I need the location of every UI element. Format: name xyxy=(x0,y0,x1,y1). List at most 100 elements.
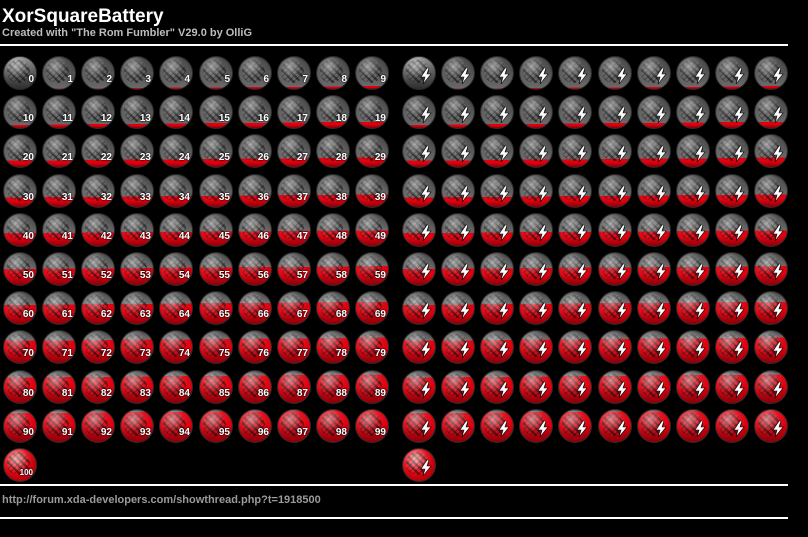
battery-level-number: 80 xyxy=(22,388,34,399)
battery-charging-icon xyxy=(519,252,553,286)
battery-level-number: 73 xyxy=(139,348,151,359)
battery-level-number: 29 xyxy=(374,152,386,163)
lightning-bolt-icon xyxy=(420,107,432,123)
battery-charging-icon xyxy=(519,213,553,247)
divider-middle xyxy=(0,484,788,486)
lightning-bolt-icon xyxy=(459,146,471,162)
battery-charging-icon xyxy=(598,252,632,286)
battery-level-number: 83 xyxy=(139,388,151,399)
battery-charging-icon xyxy=(441,174,475,208)
battery-level-number: 87 xyxy=(296,388,308,399)
battery-charging-icon xyxy=(637,95,671,129)
lightning-bolt-icon xyxy=(616,303,628,319)
battery-level-number: 20 xyxy=(22,152,34,163)
battery-level-icon: 46 xyxy=(238,213,272,247)
battery-charging-icon xyxy=(715,213,749,247)
lightning-bolt-icon xyxy=(616,107,628,123)
battery-level-icon: 27 xyxy=(277,134,311,168)
battery-charging-icon xyxy=(754,252,788,286)
battery-level-number: 57 xyxy=(296,270,308,281)
battery-charging-icon xyxy=(558,291,592,325)
battery-charging-icon xyxy=(441,56,475,90)
lightning-bolt-icon xyxy=(616,186,628,202)
lightning-bolt-icon xyxy=(772,107,784,123)
battery-charging-icon xyxy=(637,291,671,325)
lightning-bolt-icon xyxy=(655,68,667,84)
battery-charging-icon xyxy=(598,409,632,443)
battery-charging-icon xyxy=(519,174,553,208)
lightning-bolt-icon xyxy=(772,68,784,84)
battery-charging-icon xyxy=(754,409,788,443)
battery-charging-icon xyxy=(676,95,710,129)
lightning-bolt-icon xyxy=(733,264,745,280)
battery-level-number: 60 xyxy=(22,309,34,320)
battery-level-icon: 2 xyxy=(81,56,115,90)
battery-level-icon: 82 xyxy=(81,370,115,404)
battery-level-icon: 45 xyxy=(199,213,233,247)
lightning-bolt-icon xyxy=(459,107,471,123)
battery-charging-icon xyxy=(715,252,749,286)
battery-level-icon: 16 xyxy=(238,95,272,129)
battery-level-icon: 36 xyxy=(238,174,272,208)
battery-level-number: 46 xyxy=(257,231,269,242)
battery-charging-icon xyxy=(519,95,553,129)
lightning-bolt-icon xyxy=(616,382,628,398)
battery-level-number: 74 xyxy=(178,348,190,359)
battery-level-icon: 67 xyxy=(277,291,311,325)
battery-level-icon: 63 xyxy=(120,291,154,325)
lightning-bolt-icon xyxy=(616,146,628,162)
lightning-bolt-icon xyxy=(772,264,784,280)
battery-level-number: 72 xyxy=(100,348,112,359)
battery-level-number: 89 xyxy=(374,388,386,399)
battery-charging-icon xyxy=(402,370,436,404)
lightning-bolt-icon xyxy=(655,146,667,162)
battery-charging-icon xyxy=(480,291,514,325)
lightning-bolt-icon xyxy=(733,342,745,358)
battery-level-number: 53 xyxy=(139,270,151,281)
forum-link[interactable]: http://forum.xda-developers.com/showthre… xyxy=(2,494,321,506)
battery-level-icon: 14 xyxy=(159,95,193,129)
lightning-bolt-icon xyxy=(420,303,432,319)
battery-level-number: 38 xyxy=(335,192,347,203)
battery-charging-icon xyxy=(598,95,632,129)
battery-level-number: 1 xyxy=(67,74,73,85)
battery-level-number: 55 xyxy=(218,270,230,281)
lightning-bolt-icon xyxy=(616,342,628,358)
battery-level-number: 82 xyxy=(100,388,112,399)
battery-level-number: 31 xyxy=(61,192,73,203)
battery-level-number: 17 xyxy=(296,113,308,124)
battery-level-number: 48 xyxy=(335,231,347,242)
battery-level-number: 54 xyxy=(178,270,190,281)
battery-charging-icon xyxy=(637,409,671,443)
lightning-bolt-icon xyxy=(694,342,706,358)
lightning-bolt-icon xyxy=(498,186,510,202)
battery-level-icon: 56 xyxy=(238,252,272,286)
lightning-bolt-icon xyxy=(655,303,667,319)
battery-level-icon: 62 xyxy=(81,291,115,325)
lightning-bolt-icon xyxy=(694,421,706,437)
battery-level-number: 84 xyxy=(178,388,190,399)
battery-level-icon: 11 xyxy=(42,95,76,129)
lightning-bolt-icon xyxy=(498,107,510,123)
battery-level-icon: 44 xyxy=(159,213,193,247)
battery-level-icon: 52 xyxy=(81,252,115,286)
divider-bottom xyxy=(0,517,788,519)
battery-level-icon: 87 xyxy=(277,370,311,404)
battery-level-number: 70 xyxy=(22,348,34,359)
battery-charging-icon xyxy=(676,409,710,443)
lightning-bolt-icon xyxy=(772,303,784,319)
battery-level-number: 22 xyxy=(100,152,112,163)
lightning-bolt-icon xyxy=(616,264,628,280)
battery-charging-icon xyxy=(402,330,436,364)
battery-level-icon: 76 xyxy=(238,330,272,364)
battery-level-number: 23 xyxy=(139,152,151,163)
battery-charging-icon xyxy=(598,370,632,404)
lightning-bolt-icon xyxy=(655,225,667,241)
battery-charging-icon xyxy=(519,370,553,404)
battery-level-icon: 51 xyxy=(42,252,76,286)
battery-charging-icon xyxy=(441,291,475,325)
battery-level-icon: 21 xyxy=(42,134,76,168)
battery-level-number: 28 xyxy=(335,152,347,163)
battery-level-icon: 6 xyxy=(238,56,272,90)
battery-level-number: 25 xyxy=(218,152,230,163)
